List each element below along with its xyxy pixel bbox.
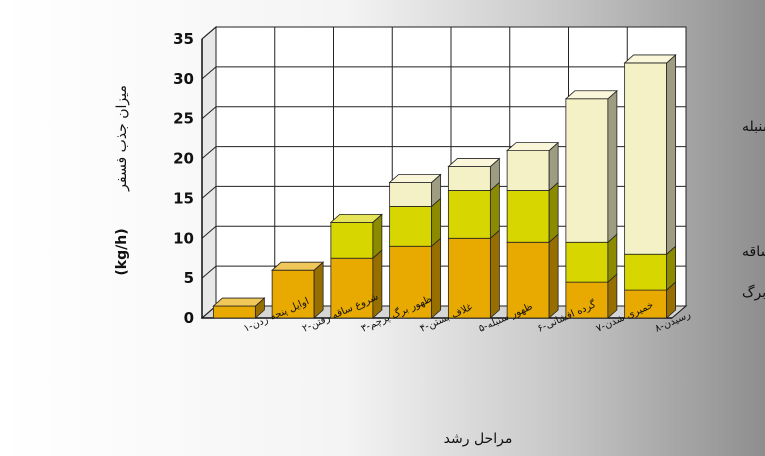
bar-front [506,241,550,319]
y-tick-label: 25 [173,110,194,128]
bar-segment [506,233,559,319]
legend: برگ ساقه سنبله [742,119,765,301]
bar-front [624,62,668,255]
bar-segment [389,197,442,248]
bar-front [624,253,668,291]
y-axis-title: میزان جذب فسفر [114,85,130,192]
bar-segment [565,233,618,284]
bar-side [666,54,677,256]
bar-side [313,261,324,319]
bar-side [607,89,618,244]
y-tick-label: 0 [184,309,194,327]
bar-top [271,261,325,271]
bar-top [506,142,560,152]
legend-item: ساقه [742,244,765,260]
bars [212,54,677,319]
x-axis-title: مراحل رشد [444,431,513,447]
bar-segment [624,245,677,291]
bar-stack [329,213,383,319]
bar-front [447,166,491,191]
bar-front [389,182,433,207]
bar-front [506,190,550,243]
bar-stack [447,157,501,319]
bar-side [431,237,442,319]
side-wall [201,25,217,320]
bar-segment [565,273,618,319]
bar-front [565,241,609,283]
bar-top [329,213,383,223]
bar-segment [447,229,500,319]
y-tick-label: 15 [173,189,194,207]
bar-front [212,305,256,319]
bar-top [212,297,266,307]
bar-front [389,205,433,247]
y-tick-label: 5 [184,269,194,287]
bar-top [388,174,442,183]
bar-top [564,90,618,100]
bar-segment [447,181,500,240]
bar-front [389,245,433,319]
bar-front [624,289,668,319]
y-axis-unit: (kg/h) [114,228,130,275]
bar-segment [447,157,501,192]
bar-side [548,181,559,244]
y-tick-label: 30 [173,70,194,88]
bar-segment [506,141,560,192]
bar-segment [388,173,442,208]
bar-stack [506,141,560,319]
bar-segment [212,297,266,319]
bar-top [447,158,501,167]
bar-segment [329,213,383,260]
bar-side [372,249,383,319]
bar-front [447,237,491,319]
bar-side [489,229,500,319]
bar-front [565,98,609,243]
bar-segment [389,237,442,319]
legend-item: سنبله [742,119,765,135]
bar-segment [624,281,677,319]
legend-item: برگ [742,283,765,301]
bar-stack [388,173,442,319]
bar-front [506,150,550,191]
bar-front [330,221,374,259]
y-tick-labels: 0 5 10 15 20 25 30 35 [173,30,194,327]
bar-front [271,269,315,319]
y-tick-label: 10 [173,229,194,247]
bar-stack [212,297,266,319]
bar-segment [271,261,325,319]
bar-stack [564,89,618,319]
bar-top [623,54,677,64]
bar-side [489,181,500,240]
bar-segment [506,181,559,244]
bar-segment [564,89,618,244]
y-tick-label: 35 [173,30,194,48]
bar-side [548,233,559,319]
bar-stack [271,261,325,319]
bar-front [447,190,491,239]
bar-stack [623,54,677,319]
bar-segment [623,54,677,256]
y-tick-label: 20 [173,150,194,168]
